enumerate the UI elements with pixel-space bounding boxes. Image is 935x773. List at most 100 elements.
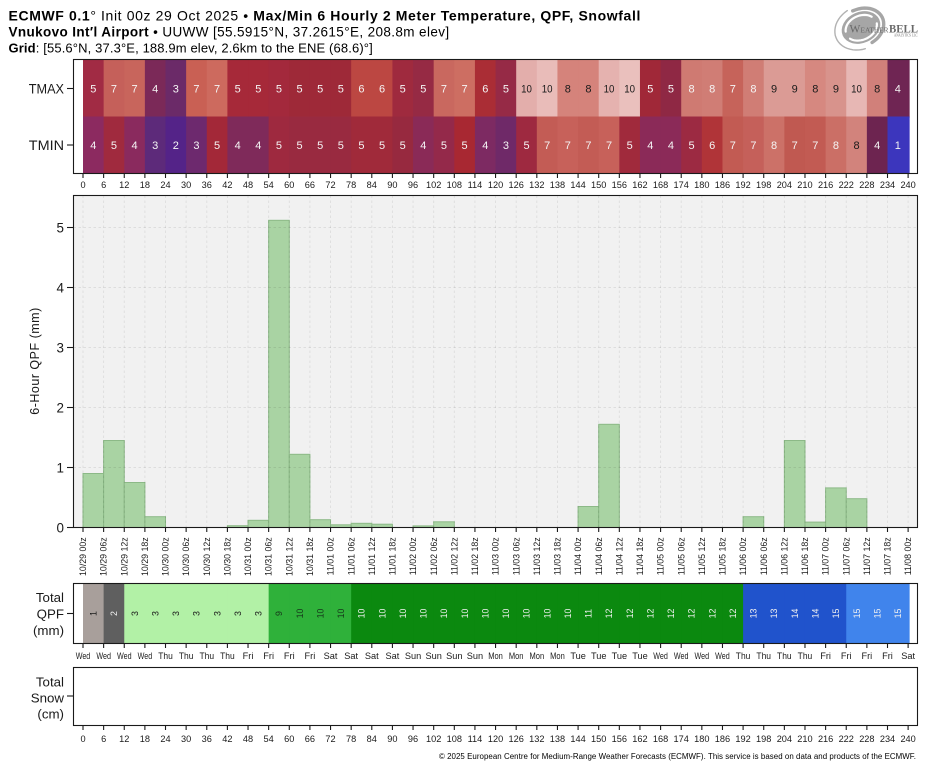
svg-text:6: 6 — [379, 84, 385, 96]
svg-text:15: 15 — [831, 609, 841, 619]
svg-text:11/06 00z: 11/06 00z — [738, 537, 748, 575]
svg-text:4: 4 — [235, 140, 241, 152]
svg-text:TMIN: TMIN — [29, 138, 64, 153]
svg-text:Mon: Mon — [488, 651, 503, 661]
svg-text:5: 5 — [688, 140, 694, 152]
svg-text:84: 84 — [367, 180, 377, 190]
svg-text:204: 204 — [777, 180, 792, 190]
svg-text:5: 5 — [276, 140, 282, 152]
svg-text:138: 138 — [550, 734, 565, 744]
svg-text:Fri: Fri — [305, 651, 316, 661]
svg-text:228: 228 — [859, 180, 874, 190]
svg-text:162: 162 — [632, 734, 647, 744]
svg-text:7: 7 — [606, 140, 612, 152]
svg-text:4: 4 — [57, 280, 65, 295]
svg-text:ECMWF 0.1° Init 00z 29 Oct 202: ECMWF 0.1° Init 00z 29 Oct 2025 • Max/Mi… — [9, 8, 641, 24]
svg-text:Sat: Sat — [365, 651, 379, 661]
svg-text:204: 204 — [777, 734, 792, 744]
svg-text:5: 5 — [441, 140, 447, 152]
svg-text:(cm): (cm) — [37, 707, 64, 722]
svg-text:Thu: Thu — [179, 651, 194, 661]
svg-text:4: 4 — [647, 140, 653, 152]
svg-text:120: 120 — [488, 180, 503, 190]
svg-text:5: 5 — [235, 84, 241, 96]
svg-text:6: 6 — [101, 180, 106, 190]
svg-text:Wed: Wed — [715, 651, 730, 661]
svg-text:114: 114 — [468, 180, 483, 190]
svg-text:Thu: Thu — [798, 651, 813, 661]
svg-text:198: 198 — [756, 734, 771, 744]
svg-text:210: 210 — [797, 180, 812, 190]
svg-text:210: 210 — [797, 734, 812, 744]
svg-text:132: 132 — [529, 180, 544, 190]
svg-text:12: 12 — [119, 734, 129, 744]
svg-text:5: 5 — [379, 140, 385, 152]
svg-text:72: 72 — [325, 180, 335, 190]
svg-text:8: 8 — [874, 84, 880, 96]
svg-text:5: 5 — [338, 140, 344, 152]
svg-text:11/01 06z: 11/01 06z — [346, 537, 356, 575]
svg-text:5: 5 — [400, 84, 406, 96]
svg-text:Sat: Sat — [386, 651, 400, 661]
svg-text:9: 9 — [792, 84, 798, 96]
svg-text:4: 4 — [420, 140, 426, 152]
svg-text:102: 102 — [426, 734, 441, 744]
svg-text:11/06 12z: 11/06 12z — [779, 537, 789, 575]
svg-text:Thu: Thu — [158, 651, 173, 661]
svg-text:Tue: Tue — [570, 651, 586, 661]
svg-text:7: 7 — [214, 84, 220, 96]
svg-text:7: 7 — [812, 140, 818, 152]
svg-text:12: 12 — [645, 609, 655, 619]
svg-text:Grid: [55.6°N, 37.3°E, 188.9m: Grid: [55.6°N, 37.3°E, 188.9m elev, 2.6k… — [9, 41, 373, 56]
svg-text:10/30 00z: 10/30 00z — [161, 537, 171, 576]
svg-text:108: 108 — [447, 180, 462, 190]
svg-text:11/03 18z: 11/03 18z — [553, 537, 563, 575]
svg-text:9: 9 — [771, 84, 777, 96]
svg-text:60: 60 — [284, 180, 294, 190]
svg-text:5: 5 — [668, 84, 674, 96]
svg-text:Thu: Thu — [199, 651, 214, 661]
svg-text:0: 0 — [80, 180, 85, 190]
svg-text:186: 186 — [715, 180, 730, 190]
svg-text:Snow: Snow — [31, 691, 65, 706]
svg-text:96: 96 — [408, 180, 418, 190]
svg-text:4: 4 — [668, 140, 674, 152]
svg-text:174: 174 — [674, 734, 689, 744]
svg-text:72: 72 — [325, 734, 335, 744]
svg-text:11/02 12z: 11/02 12z — [449, 537, 459, 575]
svg-text:2: 2 — [109, 611, 119, 616]
svg-text:11/02 06z: 11/02 06z — [429, 537, 439, 575]
svg-text:10: 10 — [624, 84, 635, 96]
svg-text:3: 3 — [57, 340, 64, 355]
svg-text:11/06 18z: 11/06 18z — [800, 537, 810, 575]
svg-text:126: 126 — [509, 734, 524, 744]
svg-text:3: 3 — [152, 140, 158, 152]
svg-text:10/29 06z: 10/29 06z — [99, 537, 109, 576]
svg-text:11/04 18z: 11/04 18z — [635, 537, 645, 575]
svg-text:12: 12 — [604, 609, 614, 619]
svg-text:Thu: Thu — [756, 651, 771, 661]
svg-text:Sat: Sat — [901, 651, 915, 661]
svg-text:3: 3 — [192, 611, 202, 616]
svg-text:2: 2 — [57, 400, 64, 415]
svg-text:7: 7 — [193, 84, 199, 96]
svg-text:234: 234 — [880, 180, 895, 190]
svg-text:78: 78 — [346, 180, 356, 190]
svg-text:108: 108 — [447, 734, 462, 744]
svg-text:5: 5 — [358, 140, 364, 152]
svg-text:54: 54 — [264, 180, 274, 190]
svg-text:TMAX: TMAX — [29, 81, 64, 96]
svg-text:Fri: Fri — [882, 651, 893, 661]
svg-text:Thu: Thu — [736, 651, 751, 661]
svg-text:Fri: Fri — [284, 651, 295, 661]
svg-text:ANALYTICS LLC: ANALYTICS LLC — [894, 33, 918, 38]
svg-text:150: 150 — [591, 180, 606, 190]
svg-text:Tue: Tue — [632, 651, 648, 661]
svg-text:11/04 00z: 11/04 00z — [573, 537, 583, 575]
svg-text:234: 234 — [880, 734, 895, 744]
svg-text:216: 216 — [818, 180, 833, 190]
svg-text:Total: Total — [36, 590, 64, 605]
svg-text:4: 4 — [255, 140, 261, 152]
svg-text:Thu: Thu — [777, 651, 792, 661]
svg-text:Fri: Fri — [820, 651, 831, 661]
